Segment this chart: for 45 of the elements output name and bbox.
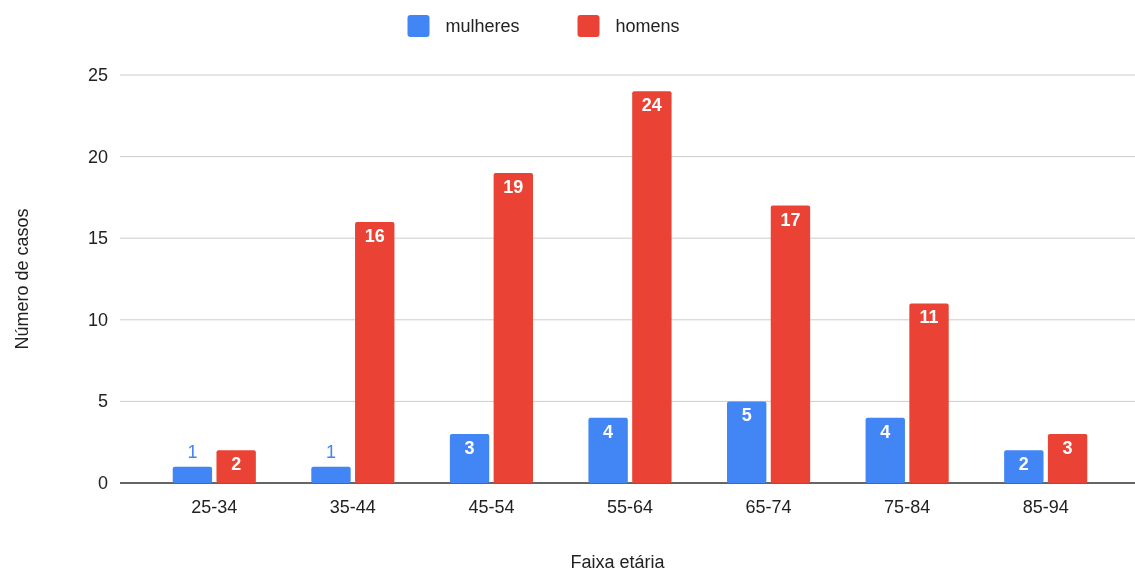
data-label: 3 [464, 438, 475, 459]
data-label: 4 [603, 421, 614, 442]
x-tick-label: 85-94 [1022, 497, 1069, 517]
legend-label: mulheres [445, 16, 520, 36]
y-tick-label: 15 [87, 228, 108, 249]
data-label: 11 [919, 307, 939, 328]
y-tick-label: 25 [87, 65, 108, 85]
data-label: 5 [741, 405, 752, 426]
x-tick-label: 55-64 [606, 497, 654, 517]
bar [632, 91, 672, 483]
data-label: 3 [1062, 438, 1073, 459]
x-tick-label: 45-54 [468, 497, 515, 517]
bar [770, 205, 811, 483]
data-label: 19 [503, 176, 524, 197]
bar [172, 466, 213, 483]
x-axis-title: Faixa etária [570, 552, 666, 572]
bar [493, 172, 533, 483]
bar [1047, 434, 1088, 483]
x-tick-label: 35-44 [329, 497, 376, 517]
x-tick-label: 75-84 [884, 497, 931, 517]
y-tick-label: 5 [97, 391, 108, 412]
data-label: 1 [325, 441, 336, 462]
bar [588, 417, 628, 483]
x-tick-label: 65-74 [745, 497, 792, 517]
y-tick-label: 0 [97, 473, 108, 493]
y-tick-label: 10 [87, 309, 108, 330]
bar [727, 401, 767, 483]
data-label: 24 [641, 95, 662, 116]
x-tick-label: 25-34 [191, 497, 238, 517]
bar [909, 303, 949, 483]
bar [216, 450, 256, 483]
y-tick-label: 20 [87, 146, 108, 167]
data-label: 2 [231, 454, 242, 475]
legend-label: homens [615, 16, 680, 36]
data-label: 1 [187, 441, 198, 462]
data-label: 17 [780, 209, 801, 230]
bar [865, 417, 905, 483]
y-axis-title: Número de casos [12, 208, 32, 350]
data-label: 4 [880, 421, 891, 442]
data-label: 2 [1018, 454, 1029, 475]
bar [449, 434, 490, 483]
bar [355, 221, 395, 483]
bar [1004, 450, 1044, 483]
data-label: 16 [364, 225, 385, 246]
bar [311, 466, 351, 483]
